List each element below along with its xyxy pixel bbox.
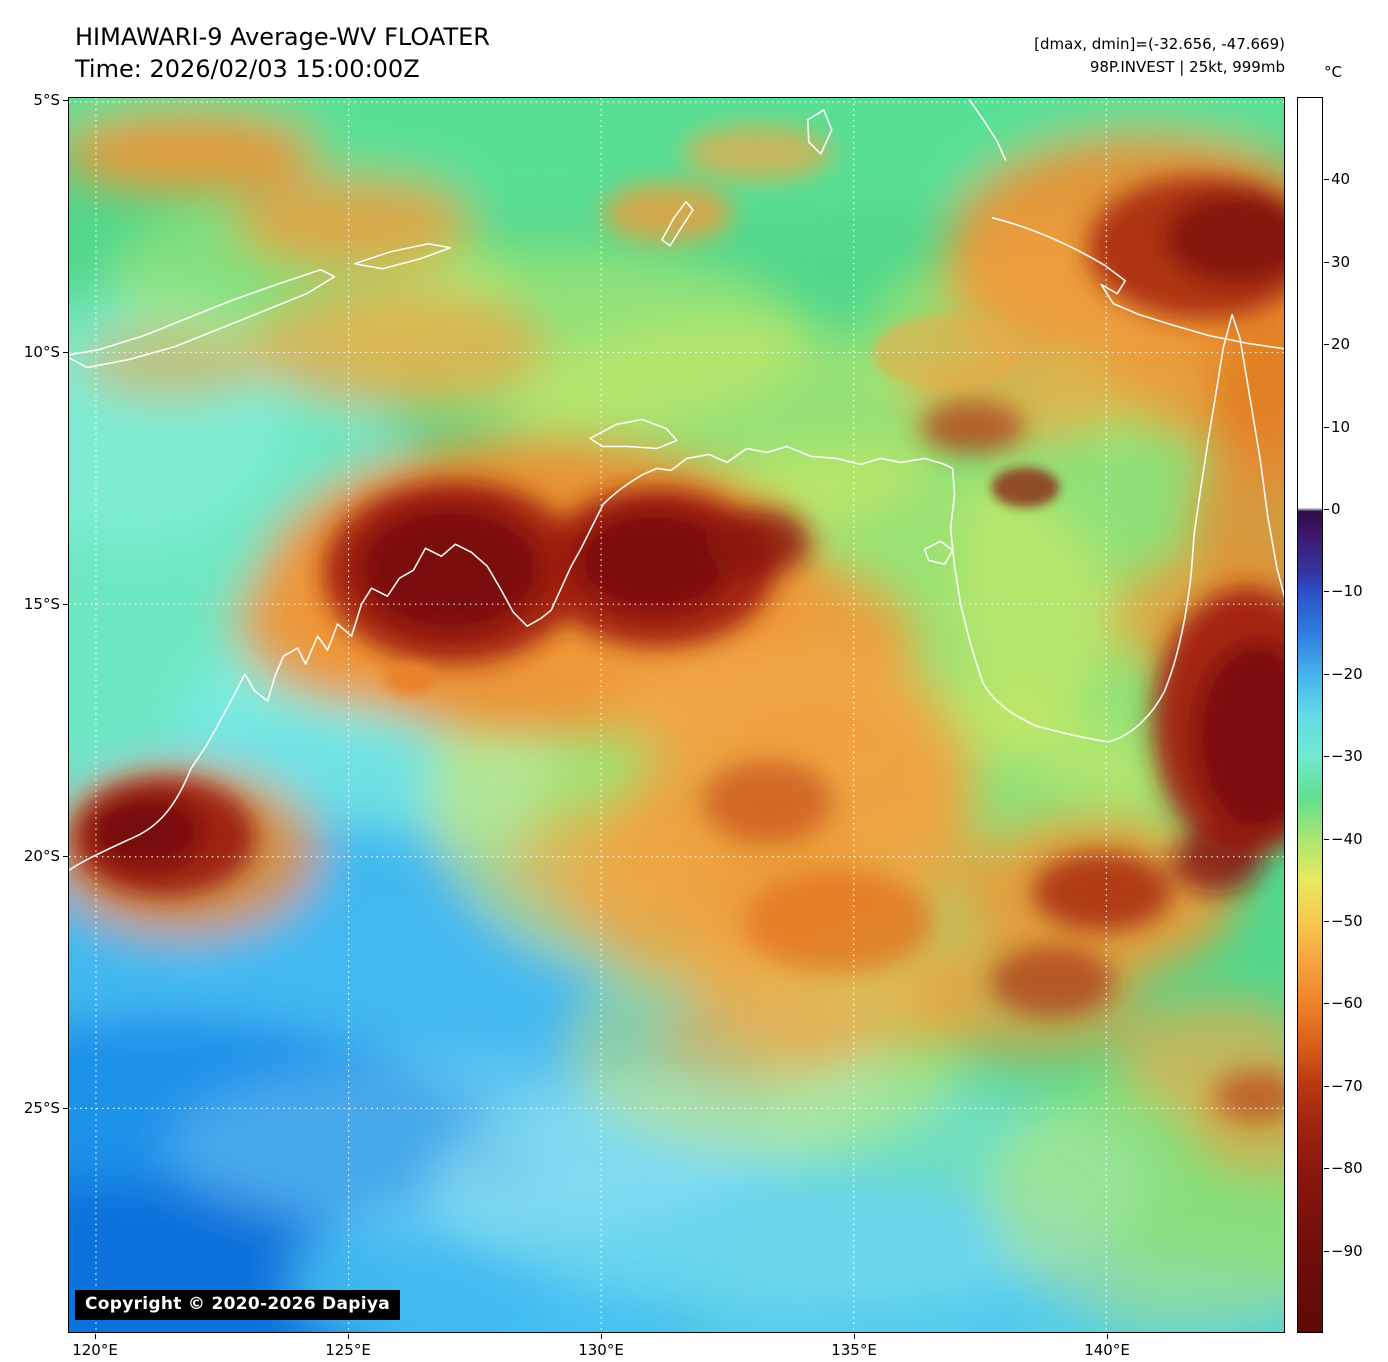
colorbar-tick-label: −20 [1331,665,1363,683]
colorbar-tick-label: −10 [1331,582,1363,600]
lat-label-15s: 15°S [23,595,60,613]
colorbar-tick-label: 20 [1331,335,1351,353]
wv-cold-core-layer [71,124,1284,1123]
lat-label-20s: 20°S [23,847,60,865]
colorbar-tick [1324,1003,1329,1004]
coastlines [69,99,1284,872]
axis-tick [601,1334,602,1339]
colorbar-tick [1324,1086,1329,1087]
wv-blob-layer [69,98,1284,1332]
colorbar-tick [1324,262,1329,263]
product-title: HIMAWARI-9 Average-WV FLOATER [75,23,490,51]
graticule-gridlines [69,98,1284,1332]
colorbar-tick [1324,344,1329,345]
colorbar-tick-label: 40 [1331,170,1351,188]
lon-label-130e: 130°E [578,1341,624,1359]
colorbar-unit-label: °C [1324,63,1342,81]
colorbar-tick [1324,179,1329,180]
colorbar-tick-label: 30 [1331,253,1351,271]
axis-tick [63,1108,68,1109]
colorbar-tick-label: −30 [1331,747,1363,765]
colorbar-tick [1324,427,1329,428]
colorbar-tick [1324,1251,1329,1252]
colorbar-tick-label: −40 [1331,830,1363,848]
colorbar-tick [1324,591,1329,592]
colorbar-tick [1324,1168,1329,1169]
product-timestamp: Time: 2026/02/03 15:00:00Z [75,55,420,83]
colorbar-gradient [1297,97,1323,1333]
lon-label-135e: 135°E [831,1341,877,1359]
dmax-dmin-readout: [dmax, dmin]=(-32.656, -47.669) [1034,35,1285,53]
colorbar-tick-label: −60 [1331,994,1363,1012]
axis-tick [348,1334,349,1339]
axis-tick [63,100,68,101]
axis-tick [63,352,68,353]
axis-tick [63,856,68,857]
axis-tick [854,1334,855,1339]
lat-label-25s: 25°S [23,1099,60,1117]
colorbar-tick-label: −90 [1331,1242,1363,1260]
lat-label-10s: 10°S [23,343,60,361]
lat-label-5s: 5°S [33,91,60,109]
colorbar-tick-label: −50 [1331,912,1363,930]
wv-spot-layer [384,314,1060,696]
storm-info-readout: 98P.INVEST | 25kt, 999mb [1089,58,1285,76]
colorbar-tick [1324,756,1329,757]
axis-tick [1107,1334,1108,1339]
colorbar-tick [1324,839,1329,840]
lon-label-120e: 120°E [72,1341,118,1359]
satellite-map: Copyright © 2020-2026 Dapiya [68,97,1285,1333]
axis-tick [63,604,68,605]
lon-label-140e: 140°E [1084,1341,1130,1359]
colorbar-tick-label: 10 [1331,418,1351,436]
colorbar-tick [1324,509,1329,510]
axis-tick [95,1334,96,1339]
colorbar-tick-label: 0 [1331,500,1341,518]
colorbar-tick-label: −80 [1331,1159,1363,1177]
colorbar-tick [1324,921,1329,922]
wv-imagery [69,98,1284,1332]
lon-label-125e: 125°E [325,1341,371,1359]
copyright-badge: Copyright © 2020-2026 Dapiya [75,1290,400,1320]
colorbar-tick [1324,674,1329,675]
colorbar-tick-label: −70 [1331,1077,1363,1095]
